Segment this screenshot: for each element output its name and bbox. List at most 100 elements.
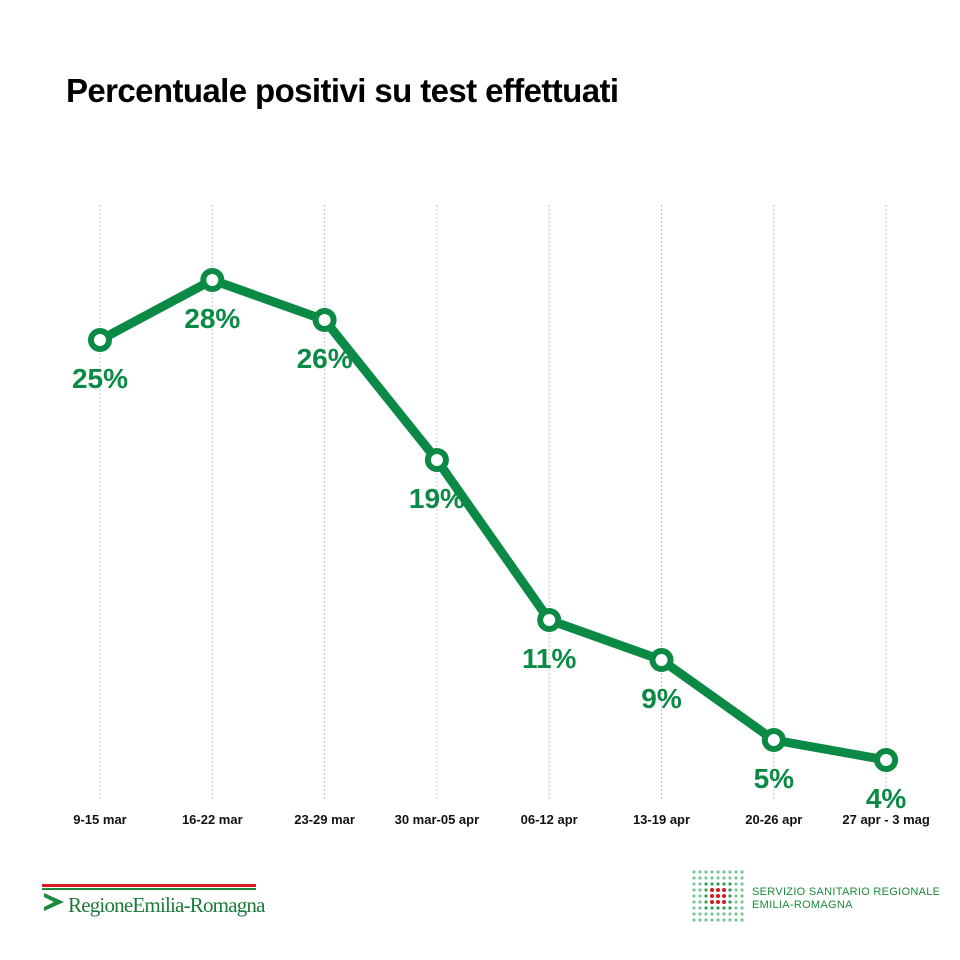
logo-dot: [692, 906, 696, 910]
logo-dot: [728, 870, 732, 874]
logo-dot: [710, 888, 714, 892]
data-label: 28%: [184, 303, 240, 334]
logo-dot: [722, 912, 726, 916]
logo-dot: [704, 906, 708, 910]
dot-grid-icon: [692, 870, 744, 922]
logo-dot: [740, 918, 744, 922]
data-label: 5%: [754, 763, 795, 794]
servizio-sanitario-logo: SERVIZIO SANITARIO REGIONALE EMILIA-ROMA…: [690, 868, 940, 924]
logo-dot: [698, 894, 702, 898]
logo-dot: [716, 888, 720, 892]
logo-dot: [710, 906, 714, 910]
x-axis-tick-labels: 9-15 mar 16-22 mar 23-29 mar 30 mar-05 apr 0…: [73, 812, 930, 827]
data-point: [649, 648, 674, 672]
logo-dot: [716, 918, 720, 922]
logo-dot: [704, 900, 708, 904]
logo-dot: [710, 918, 714, 922]
data-point: [312, 308, 337, 332]
logo-dot: [740, 894, 744, 898]
logo-dot: [698, 912, 702, 916]
logo-dot: [704, 888, 708, 892]
x-tick-label: 13-19 apr: [633, 812, 690, 827]
logo-dot: [698, 870, 702, 874]
logo-dot: [728, 882, 732, 886]
logo-dot: [740, 870, 744, 874]
logo-dot: [734, 870, 738, 874]
logo-stripes: [42, 884, 256, 890]
grid-lines: [99, 205, 887, 800]
logo-dot: [722, 900, 726, 904]
x-tick-label: 9-15 mar: [73, 812, 126, 827]
logo-dot: [692, 882, 696, 886]
logo-dot: [704, 918, 708, 922]
logo-dot: [740, 906, 744, 910]
logo-dot: [728, 906, 732, 910]
logo-dot: [692, 876, 696, 880]
logo-dot: [704, 870, 708, 874]
logo-dot: [740, 882, 744, 886]
data-label: 19%: [409, 483, 465, 514]
x-tick-label: 30 mar-05 apr: [395, 812, 480, 827]
data-points: [88, 268, 899, 772]
logo-dot: [698, 876, 702, 880]
x-tick-label: 06-12 apr: [521, 812, 578, 827]
logo-dot: [710, 882, 714, 886]
logo-dot: [734, 894, 738, 898]
x-tick-label: 27 apr - 3 mag: [842, 812, 929, 827]
logo-dot: [728, 900, 732, 904]
data-label: 25%: [72, 363, 128, 394]
logo-dot: [740, 900, 744, 904]
logo-dot: [722, 882, 726, 886]
logo-dot: [740, 912, 744, 916]
logo-dot: [704, 882, 708, 886]
logo-dot: [716, 912, 720, 916]
logo-dot: [722, 888, 726, 892]
series-line: [95, 275, 891, 765]
logo-dot: [716, 882, 720, 886]
logo-dot: [692, 870, 696, 874]
flag-icon: [44, 893, 64, 911]
logo-dot: [692, 894, 696, 898]
logo-dot: [740, 876, 744, 880]
logo-dot: [692, 912, 696, 916]
logo-dot: [710, 876, 714, 880]
logo-dot: [722, 870, 726, 874]
data-label: 26%: [297, 343, 353, 374]
logo-dot: [710, 900, 714, 904]
data-point: [200, 268, 225, 292]
regione-emilia-romagna-logo: RegioneEmilia-Romagna: [42, 884, 265, 918]
logo-dot: [698, 882, 702, 886]
logo-dot: [716, 876, 720, 880]
data-label: 9%: [641, 683, 682, 714]
logo-dot: [698, 906, 702, 910]
logo-dot: [716, 894, 720, 898]
logo-dot: [722, 876, 726, 880]
logo-dot: [716, 900, 720, 904]
ssr-line-2: EMILIA-ROMAGNA: [752, 899, 853, 911]
logo-dot: [698, 918, 702, 922]
logo-dot: [734, 876, 738, 880]
logo-dot: [710, 870, 714, 874]
data-label: 11%: [522, 643, 577, 674]
logo-dot: [734, 900, 738, 904]
data-point: [88, 328, 112, 352]
x-tick-label: 23-29 mar: [294, 812, 355, 827]
logo-dot: [704, 912, 708, 916]
logo-dot: [722, 894, 726, 898]
logo-dot: [722, 918, 726, 922]
data-point: [537, 608, 562, 632]
logo-dot: [692, 900, 696, 904]
logo-dot: [704, 894, 708, 898]
data-point: [874, 748, 899, 772]
chart-title: Percentuale positivi su test effettuati: [66, 72, 619, 109]
logo-dot: [728, 918, 732, 922]
logo-text: RegioneEmilia-Romagna: [68, 893, 265, 917]
logo-dot: [734, 912, 738, 916]
logo-dot: [692, 918, 696, 922]
x-tick-label: 20-26 apr: [745, 812, 802, 827]
data-label: 4%: [866, 783, 907, 814]
logo-dot: [692, 888, 696, 892]
x-tick-label: 16-22 mar: [182, 812, 243, 827]
data-labels: 25% 28% 26% 19% 11% 9% 5% 4%: [72, 303, 906, 814]
data-point: [424, 448, 449, 472]
